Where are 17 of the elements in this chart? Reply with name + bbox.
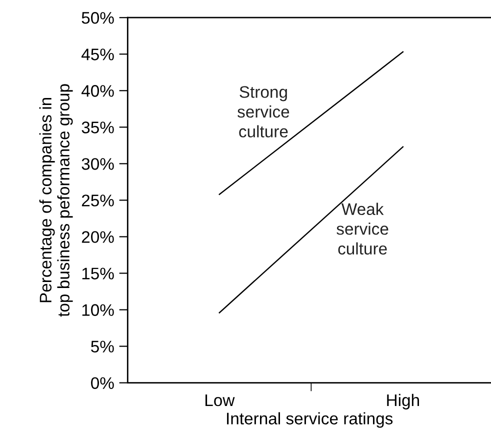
y-tick-label: 25% xyxy=(82,194,114,206)
x-tick-label: High xyxy=(387,394,419,410)
series-label: Strong service culture xyxy=(238,86,290,138)
y-tick-label: 20% xyxy=(82,231,114,243)
y-tick-label: 15% xyxy=(82,268,114,280)
y-tick-label: 35% xyxy=(82,122,114,134)
y-axis-title: Percentage of companies in top business peformance group xyxy=(39,84,73,317)
y-tick-label: 10% xyxy=(82,304,114,316)
y-tick-label: 30% xyxy=(82,158,114,170)
y-tick-label: 0% xyxy=(91,377,114,390)
series-label: Weak service culture xyxy=(336,202,388,255)
x-axis-title: Internal service ratings xyxy=(227,412,393,428)
y-tick-label: 5% xyxy=(91,340,114,352)
y-tick-label: 40% xyxy=(81,85,114,97)
y-tick-label: 50% xyxy=(82,12,114,24)
y-tick-label: 45% xyxy=(81,48,114,60)
x-tick-label: Low xyxy=(205,394,235,406)
